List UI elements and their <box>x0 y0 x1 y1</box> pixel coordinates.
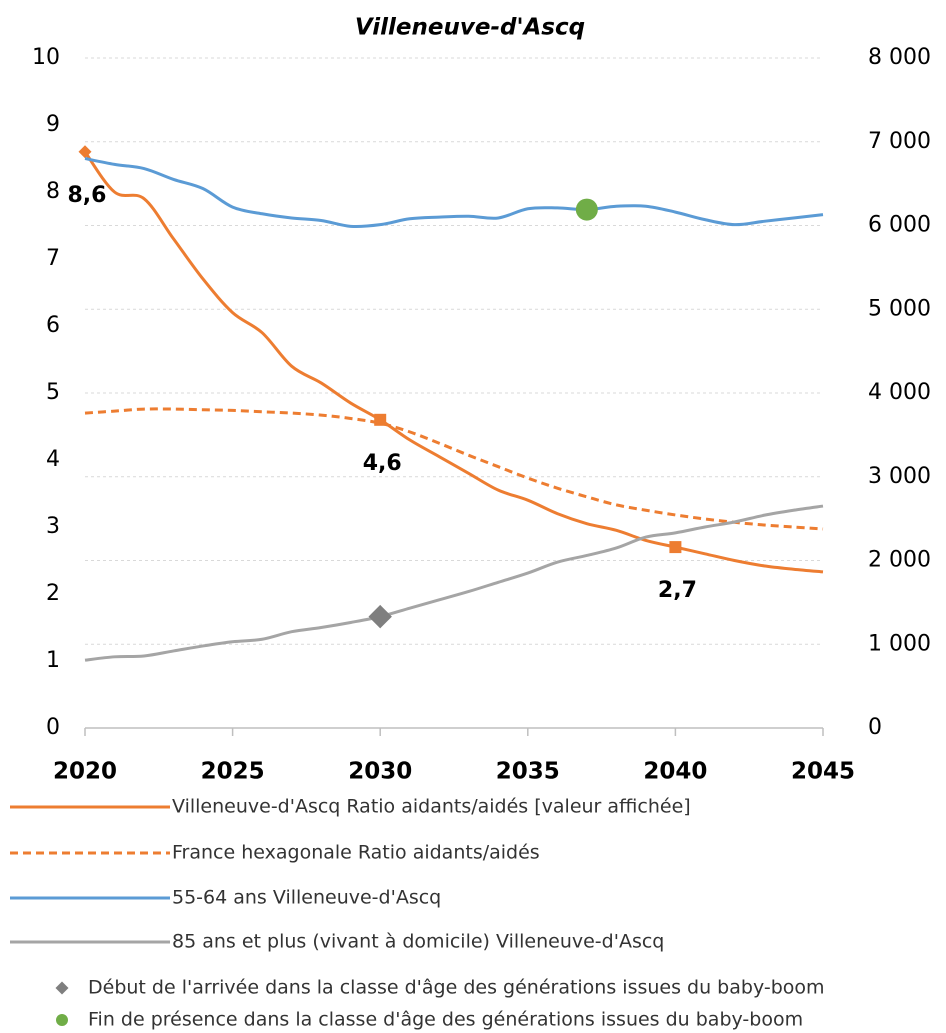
y-tick-label: 5 <box>46 380 60 405</box>
y-tick-label: 10 <box>32 45 60 70</box>
y-tick-label: 6 <box>46 313 60 338</box>
marker <box>368 604 392 629</box>
series-line <box>84 157 824 229</box>
marker <box>56 1014 68 1026</box>
series-line <box>84 407 824 531</box>
data-label: 2,7 <box>658 578 697 603</box>
marker <box>55 981 69 995</box>
data-label: 8,6 <box>68 183 107 208</box>
y2-tick-label: 6 000 <box>868 213 931 238</box>
x-tick-label: 2035 <box>496 759 560 785</box>
marker <box>669 541 682 554</box>
y2-tick-label: 5 000 <box>868 296 931 321</box>
x-tick-label: 2040 <box>643 759 707 785</box>
y2-tick-label: 7 000 <box>868 129 931 154</box>
legend-label: Fin de présence dans la classe d'âge des… <box>88 1009 803 1031</box>
y-tick-label: 0 <box>46 715 60 740</box>
y2-tick-label: 1 000 <box>868 631 931 656</box>
chart-title: Villeneuve-d'Ascq <box>355 15 585 41</box>
y2-tick-label: 8 000 <box>868 45 931 70</box>
y-tick-label: 4 <box>46 447 60 472</box>
x-tick-label: 2025 <box>201 759 265 785</box>
marker <box>374 413 387 426</box>
marker <box>78 145 92 159</box>
data-label: 4,6 <box>363 451 402 476</box>
legend-label: France hexagonale Ratio aidants/aidés <box>172 842 540 864</box>
y-tick-label: 7 <box>46 246 60 271</box>
y2-tick-label: 2 000 <box>868 548 931 573</box>
series-line <box>84 504 824 662</box>
y-tick-label: 1 <box>46 648 60 673</box>
legend-label: Début de l'arrivée dans la classe d'âge … <box>88 977 825 999</box>
y2-tick-label: 3 000 <box>868 464 931 489</box>
y-tick-label: 2 <box>46 581 60 606</box>
y2-tick-label: 0 <box>868 715 882 740</box>
y-tick-label: 3 <box>46 514 60 539</box>
legend-label: 55-64 ans Villeneuve-d'Ascq <box>172 887 441 909</box>
marker <box>575 198 598 221</box>
x-tick-label: 2020 <box>53 759 117 785</box>
x-tick-label: 2045 <box>791 759 855 785</box>
x-tick-label: 2030 <box>348 759 412 785</box>
y-tick-label: 8 <box>46 179 60 204</box>
legend-label: Villeneuve-d'Ascq Ratio aidants/aidés [v… <box>172 796 691 818</box>
y-tick-label: 9 <box>46 112 60 137</box>
y2-tick-label: 4 000 <box>868 380 931 405</box>
legend-label: 85 ans et plus (vivant à domicile) Ville… <box>172 931 664 953</box>
series-line <box>83 150 824 574</box>
